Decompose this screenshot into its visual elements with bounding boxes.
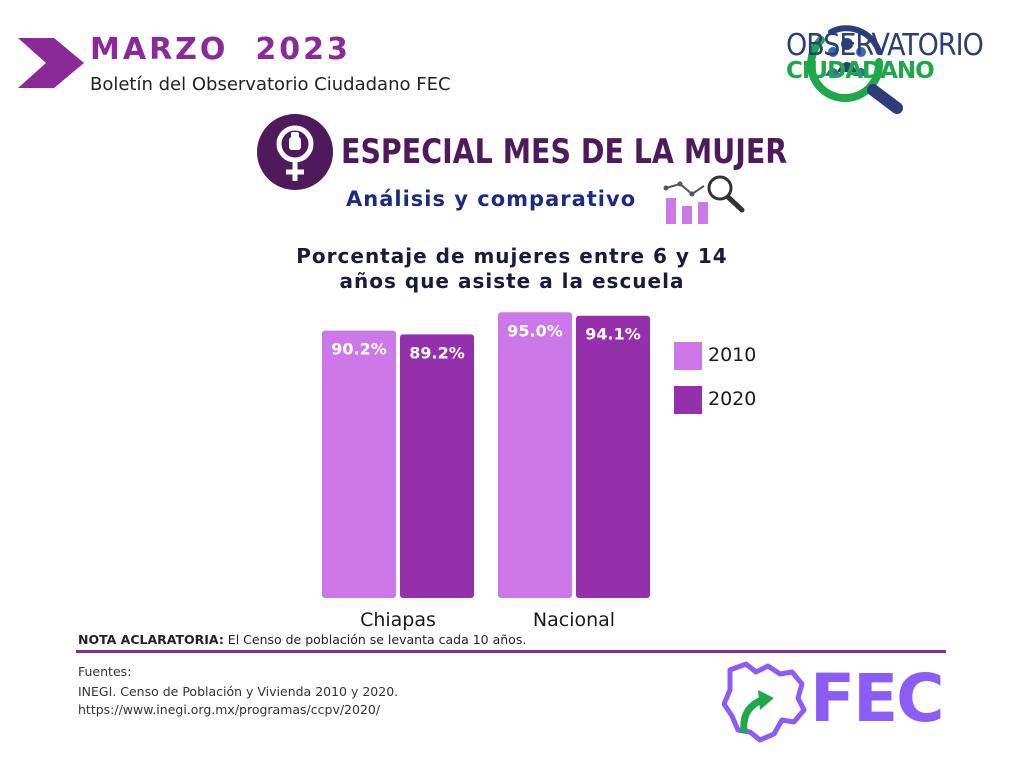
chart-title-line2: años que asiste a la escuela (339, 269, 685, 293)
note-text: NOTA ACLARATORIA: El Censo de población … (78, 632, 526, 647)
analysis-subtitle: Análisis y comparativo (346, 187, 637, 211)
sources-heading: Fuentes: (78, 664, 132, 679)
category-label-chiapas: Chiapas (360, 609, 436, 631)
chart-title: Porcentaje de mujeres entre 6 y 14 años … (212, 244, 812, 294)
chiapas-map-arrow-icon (722, 661, 807, 743)
note-label: NOTA ACLARATORIA: (78, 632, 224, 647)
logo-line-observatorio: OBSERVATORIO (786, 28, 984, 63)
bar-value-label: 95.0% (507, 321, 563, 340)
source-line-1: INEGI. Censo de Población y Vivienda 201… (78, 684, 399, 699)
chart-magnifier-icon (663, 175, 745, 224)
fec-logo-text: FEC (810, 660, 945, 737)
feminist-fist-icon (257, 114, 333, 190)
source-url: https://www.inegi.org.mx/programas/ccpv/… (78, 702, 381, 717)
logo-line-ciudadano: CIUDADANO (786, 58, 935, 84)
note-body: El Censo de población se levanta cada 10… (223, 632, 527, 647)
bar-chiapas-2020 (400, 334, 474, 598)
bar-value-label: 89.2% (409, 343, 465, 362)
bar-nacional-2010 (498, 312, 572, 598)
legend-item-2010: 2010 (674, 342, 784, 372)
special-title: ESPECIAL MES DE LA MUJER (341, 132, 788, 172)
bar-value-label: 94.1% (585, 325, 641, 344)
chart-title-line1: Porcentaje de mujeres entre 6 y 14 (296, 244, 728, 268)
legend-item-2020: 2020 (674, 386, 784, 416)
legend-label-2020: 2020 (708, 388, 757, 410)
bar-value-label: 90.2% (331, 340, 387, 359)
bar-nacional-2020 (576, 315, 650, 598)
divider (76, 650, 946, 653)
bar-chiapas-2010 (322, 330, 396, 598)
magnifier-people-logo-icon (807, 25, 903, 114)
category-label-nacional: Nacional (533, 609, 615, 631)
legend-swatch-2020 (674, 386, 702, 414)
bulletin-subtitle: Boletín del Observatorio Ciudadano FEC (90, 74, 451, 95)
chevron-arrow-icon (18, 38, 84, 88)
legend-label-2010: 2010 (708, 344, 757, 366)
bar-chart: 90.2% 89.2% Chiapas 95.0% 94.1% Nacional (322, 312, 650, 631)
month-title: MARZO 2023 (90, 32, 351, 67)
legend-swatch-2010 (674, 342, 702, 370)
